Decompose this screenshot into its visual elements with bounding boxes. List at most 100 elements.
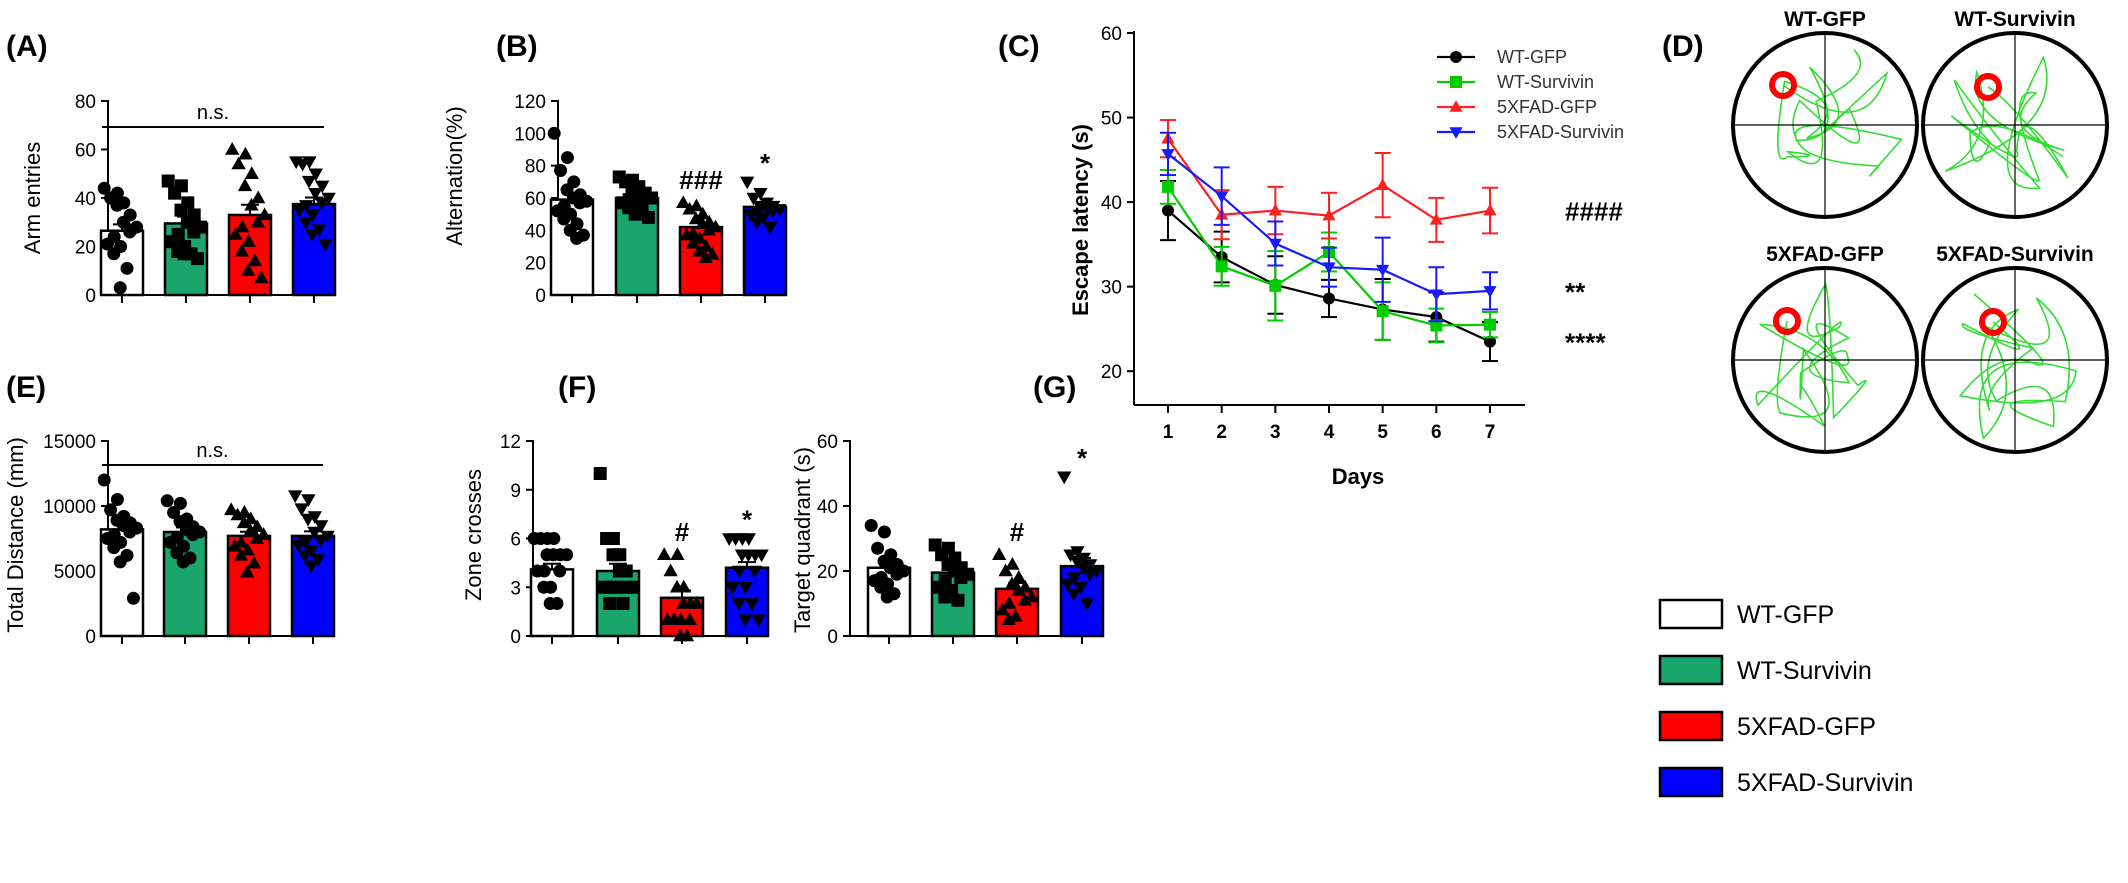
chart-zone-crosses: (F) 0 3 6 9 12 Zone crosses # *	[461, 371, 770, 648]
legend-swatch-5xfad-survivin	[1658, 766, 1724, 798]
data-point	[673, 628, 688, 642]
data-point	[751, 614, 766, 628]
data-point	[173, 496, 187, 510]
significance-annotation: #	[675, 517, 690, 547]
data-point	[954, 571, 968, 584]
pool-outline	[1921, 31, 2109, 219]
data-point	[1083, 559, 1098, 572]
y-tick-label: 20	[817, 562, 838, 583]
y-tick-label: 6	[510, 530, 521, 551]
data-point	[305, 229, 320, 242]
data-point	[1011, 583, 1026, 596]
y-axis-label: Arm entries	[20, 142, 45, 254]
data-point	[177, 247, 191, 261]
pool-outline	[1921, 266, 2109, 454]
data-point	[612, 564, 626, 578]
data-point	[765, 205, 780, 219]
series-5xfad-survivin	[1160, 131, 1498, 323]
y-tick-label: 5000	[54, 562, 96, 583]
data-point	[1070, 546, 1085, 559]
y-tick-label: 0	[85, 627, 96, 648]
data-point	[1215, 191, 1229, 204]
y-tick-label: 0	[510, 627, 521, 648]
data-point	[310, 554, 326, 567]
data-point	[553, 564, 567, 578]
significance-annotation: *	[742, 505, 753, 535]
data-point	[321, 192, 336, 206]
data-point	[318, 238, 333, 252]
data-point	[1269, 279, 1282, 292]
maze-title-5xfad-gfp: 5XFAD-GFP	[1766, 243, 1884, 266]
data-point	[600, 532, 614, 545]
y-tick-label: 3	[510, 578, 521, 599]
y-tick-label: 10000	[43, 497, 96, 518]
data-point	[1011, 570, 1026, 583]
x-axis-label: Days	[1332, 464, 1385, 489]
data-point	[251, 190, 266, 204]
data-point	[299, 200, 314, 213]
y-tick-label: 60	[75, 141, 96, 162]
data-point	[695, 206, 710, 220]
data-point	[641, 210, 655, 224]
series-5xfad-gfp	[1160, 119, 1498, 243]
y-tick-label: 0	[827, 627, 838, 648]
data-point	[257, 207, 272, 221]
data-point	[1073, 582, 1088, 595]
platform-marker	[1974, 73, 2002, 101]
maze-pool-4	[1921, 266, 2109, 454]
data-point	[992, 547, 1007, 560]
data-point	[233, 547, 248, 561]
data-point	[301, 494, 316, 507]
y-tick-label: 0	[535, 286, 546, 307]
data-point	[1161, 149, 1175, 161]
y-tick-label: 9	[510, 481, 521, 502]
data-point	[238, 146, 253, 160]
data-point	[738, 614, 753, 628]
data-point	[314, 520, 329, 533]
data-point	[998, 563, 1013, 577]
data-point	[168, 186, 182, 200]
y-tick-label: 60	[1101, 24, 1122, 45]
data-point	[305, 209, 320, 223]
data-point	[107, 247, 121, 261]
legend-swatch-wt-survivin	[1658, 654, 1724, 686]
data-point	[1215, 260, 1228, 273]
swim-track	[1958, 293, 2077, 440]
y-tick-label: 100	[514, 124, 546, 145]
data-point	[1063, 549, 1078, 563]
maze-pool-1	[1731, 31, 1919, 219]
data-point	[698, 250, 713, 264]
y-axis-label: Target quadrant (s)	[790, 447, 815, 633]
data-point	[1076, 552, 1091, 566]
data-point	[682, 201, 697, 215]
data-point	[176, 555, 190, 569]
legend-label-wt-survivin: WT-Survivin	[1737, 657, 1872, 685]
data-point	[738, 582, 753, 595]
data-point	[235, 219, 250, 233]
data-point	[747, 565, 762, 579]
data-point	[728, 533, 743, 546]
pool-outline	[1731, 31, 1919, 219]
chart-arm-entries: (A) 0 20 40 60 80 Arm entries n.s.	[6, 30, 337, 307]
data-point	[1429, 212, 1443, 225]
data-point	[113, 281, 127, 295]
data-point	[224, 502, 239, 516]
legend-marker	[1450, 76, 1462, 88]
data-point	[244, 197, 259, 211]
data-point	[113, 555, 127, 569]
bracket-label: n.s.	[196, 440, 228, 462]
data-point	[698, 239, 714, 252]
data-point	[225, 142, 240, 155]
data-point	[123, 225, 137, 239]
chart-alternation: (B) 0 20 40 60 80 100 120 Alternation(%) ### *	[442, 30, 788, 307]
data-point	[116, 215, 130, 229]
data-point	[295, 158, 310, 172]
data-point	[670, 547, 685, 560]
data-point	[657, 547, 672, 560]
y-tick-label: 0	[85, 286, 96, 307]
data-point	[554, 164, 568, 178]
data-point	[1484, 318, 1496, 331]
data-point	[297, 550, 312, 563]
data-point	[1089, 565, 1104, 579]
data-point	[1005, 557, 1020, 570]
